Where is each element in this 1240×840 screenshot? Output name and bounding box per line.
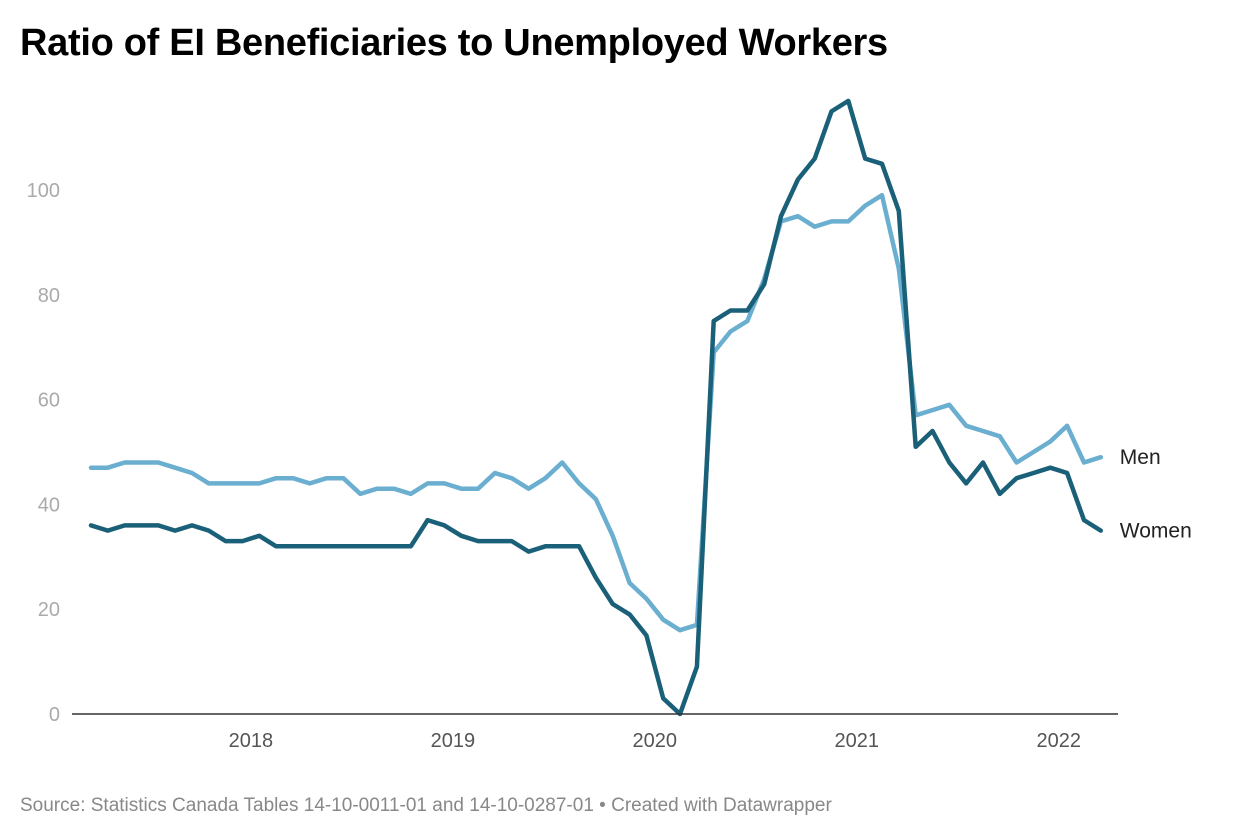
x-tick-label: 2020 — [633, 730, 678, 752]
y-tick-label: 20 — [38, 599, 60, 621]
y-tick-label: 80 — [38, 285, 60, 307]
y-tick-label: 0 — [49, 704, 60, 726]
y-axis-ticks: 0 20 40 60 80 100 — [27, 180, 60, 726]
series-lines — [88, 98, 1104, 717]
y-tick-label: 60 — [38, 390, 60, 412]
x-axis-ticks: 2018 2019 2020 2021 2022 — [229, 730, 1081, 752]
chart-title: Ratio of EI Beneficiaries to Unemployed … — [20, 22, 888, 64]
source-note: Source: Statistics Canada Tables 14-10-0… — [20, 795, 832, 816]
series-labels: Men Women — [1120, 446, 1192, 542]
y-tick-label: 100 — [27, 180, 60, 202]
x-tick-label: 2021 — [835, 730, 880, 752]
series-label-men: Men — [1120, 446, 1161, 469]
series-line-men — [88, 192, 1104, 633]
series-label-women: Women — [1120, 520, 1192, 543]
series-line-women — [88, 98, 1104, 717]
x-tick-label: 2018 — [229, 730, 274, 752]
y-tick-label: 40 — [38, 494, 60, 516]
x-tick-label: 2019 — [431, 730, 476, 752]
x-tick-label: 2022 — [1036, 730, 1081, 752]
